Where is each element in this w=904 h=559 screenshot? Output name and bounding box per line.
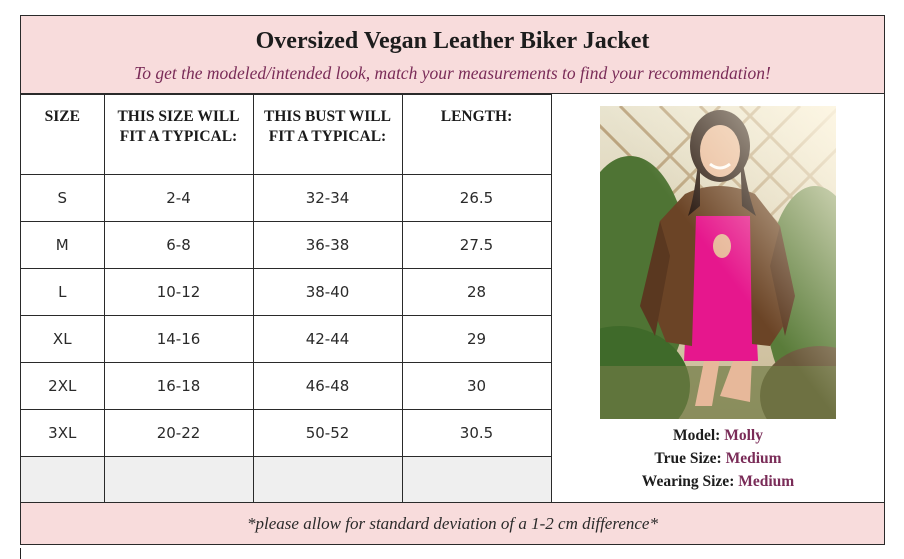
column-header-size: SIZE: [21, 94, 105, 175]
chart-header: Oversized Vegan Leather Biker Jacket To …: [21, 16, 884, 94]
cell-bust: [252, 456, 403, 505]
table-row: S 2-4 32-34 26.5: [21, 174, 552, 222]
cell-size: 2XL: [21, 362, 105, 410]
cell-size: S: [21, 174, 105, 222]
model-photo-illustration: [600, 106, 836, 419]
chart-subtitle: To get the modeled/intended look, match …: [134, 63, 771, 83]
text-cursor: [20, 548, 21, 559]
true-size-label: True Size:: [654, 450, 722, 467]
chart-footer: *please allow for standard deviation of …: [21, 502, 884, 544]
cell-fit: 10-12: [103, 268, 254, 316]
model-photo-panel: Model: Molly True Size: Medium Wearing S…: [552, 94, 884, 502]
table-row: M 6-8 36-38 27.5: [21, 221, 552, 269]
column-header-length: LENGTH:: [401, 94, 552, 175]
cell-length: 29: [401, 315, 552, 363]
table-header-row: SIZE THIS SIZE WILL FIT A TYPICAL: THIS …: [21, 94, 552, 175]
model-line: Model: Molly: [552, 424, 884, 447]
cell-bust: 50-52: [252, 409, 403, 457]
cell-size: XL: [21, 315, 105, 363]
table-row: XL 14-16 42-44 29: [21, 315, 552, 363]
cell-fit: 14-16: [103, 315, 254, 363]
cell-length: 28: [401, 268, 552, 316]
cell-fit: 2-4: [103, 174, 254, 222]
table-row: 3XL 20-22 50-52 30.5: [21, 409, 552, 457]
cell-size: L: [21, 268, 105, 316]
wearing-size-line: Wearing Size: Medium: [552, 470, 884, 493]
cell-length: 26.5: [401, 174, 552, 222]
true-size-line: True Size: Medium: [552, 447, 884, 470]
table-row: L 10-12 38-40 28: [21, 268, 552, 316]
cell-bust: 38-40: [252, 268, 403, 316]
wearing-size-value: Medium: [738, 473, 795, 490]
cell-size: 3XL: [21, 409, 105, 457]
cell-length: 30.5: [401, 409, 552, 457]
size-table: SIZE THIS SIZE WILL FIT A TYPICAL: THIS …: [21, 94, 552, 505]
cell-bust: 36-38: [252, 221, 403, 269]
cell-length: 30: [401, 362, 552, 410]
model-label: Model:: [673, 427, 721, 444]
cell-bust: 46-48: [252, 362, 403, 410]
cell-fit: 20-22: [103, 409, 254, 457]
wearing-size-label: Wearing Size:: [641, 473, 735, 490]
size-chart-frame: Oversized Vegan Leather Biker Jacket To …: [20, 15, 885, 545]
cell-bust: 32-34: [252, 174, 403, 222]
footer-note: *please allow for standard deviation of …: [247, 514, 658, 533]
table-row-blank: [21, 456, 552, 505]
cell-fit: 6-8: [103, 221, 254, 269]
table-row: 2XL 16-18 46-48 30: [21, 362, 552, 410]
cell-size: [21, 456, 105, 505]
cell-length: 27.5: [401, 221, 552, 269]
cell-fit: [103, 456, 254, 505]
model-info: Model: Molly True Size: Medium Wearing S…: [552, 424, 884, 493]
column-header-fit: THIS SIZE WILL FIT A TYPICAL:: [103, 94, 254, 175]
cell-bust: 42-44: [252, 315, 403, 363]
cell-fit: 16-18: [103, 362, 254, 410]
model-photo: [600, 106, 836, 419]
column-header-bust: THIS BUST WILL FIT A TYPICAL:: [252, 94, 403, 175]
cell-size: M: [21, 221, 105, 269]
chart-title: Oversized Vegan Leather Biker Jacket: [255, 28, 650, 54]
model-name: Molly: [724, 427, 763, 444]
cell-length: [401, 456, 552, 505]
true-size-value: Medium: [725, 450, 782, 467]
